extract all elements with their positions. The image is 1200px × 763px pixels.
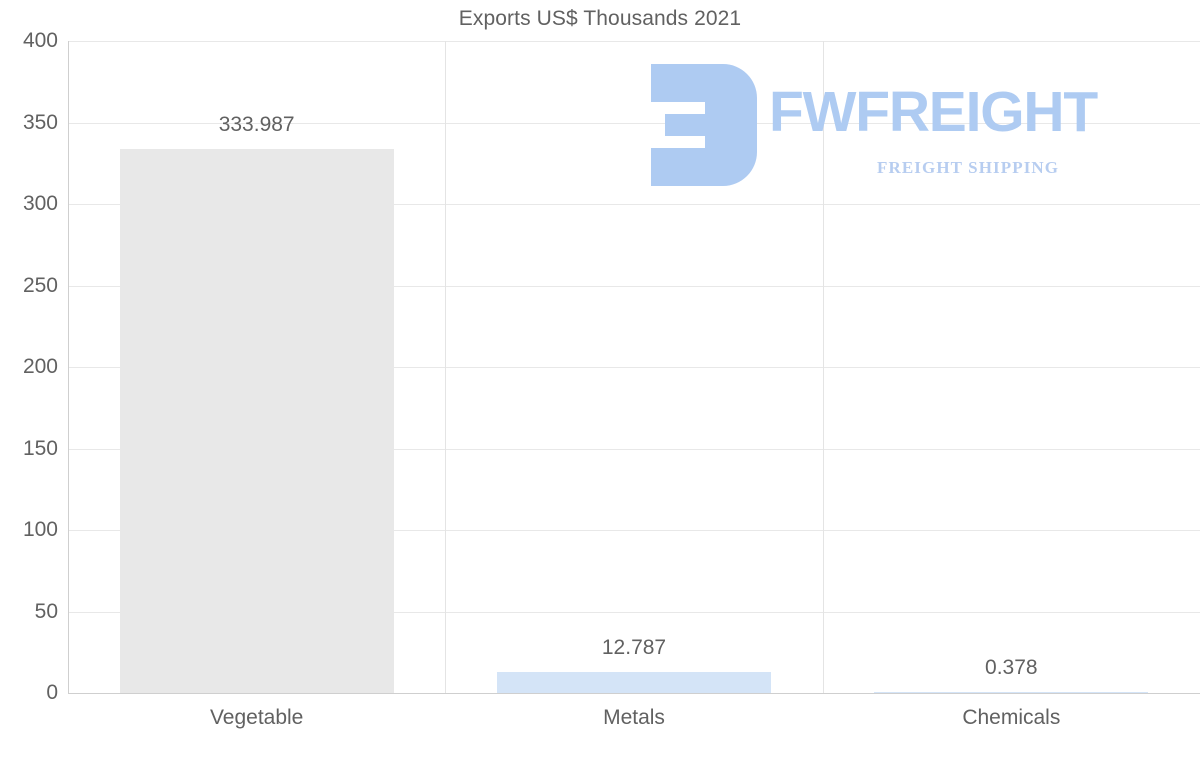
gridline: [68, 611, 1200, 613]
gridline: [68, 448, 1200, 450]
y-axis-tick-label: 100: [22, 518, 58, 541]
category-separator: [445, 41, 447, 693]
bar-vegetable[interactable]: [119, 148, 394, 693]
bar-value-label: 12.787: [601, 636, 667, 660]
x-axis-label-chemicals: Chemicals: [962, 706, 1061, 729]
gridline: [68, 41, 1200, 42]
y-axis-tick-label: 400: [22, 29, 58, 52]
bar-value-label: 333.987: [218, 112, 295, 136]
bar-metals[interactable]: [496, 672, 772, 693]
gridline: [68, 285, 1200, 287]
x-axis-label-metals: Metals: [603, 706, 665, 729]
plot-area: [68, 41, 1200, 694]
y-axis-tick-label: 150: [22, 436, 58, 460]
gridline: [68, 693, 1200, 694]
bar-chemicals[interactable]: [874, 692, 1149, 693]
y-axis-tick-label: 350: [22, 110, 58, 134]
x-axis-label-vegetable: Vegetable: [209, 706, 304, 729]
y-axis-tick-label: 0: [46, 681, 58, 704]
y-axis-tick-label: 50: [34, 599, 58, 623]
gridline: [68, 122, 1200, 124]
chart-title: Exports US$ Thousands 2021: [458, 7, 742, 30]
y-axis-tick-label: 300: [22, 192, 58, 215]
gridline: [68, 530, 1200, 531]
category-separator: [822, 41, 824, 693]
y-axis-line: [68, 41, 69, 694]
y-axis-tick-label: 250: [22, 273, 58, 297]
gridline: [68, 367, 1200, 368]
y-axis-tick-label: 200: [22, 355, 58, 378]
bar-value-label: 0.378: [985, 656, 1038, 680]
gridline: [68, 204, 1200, 205]
